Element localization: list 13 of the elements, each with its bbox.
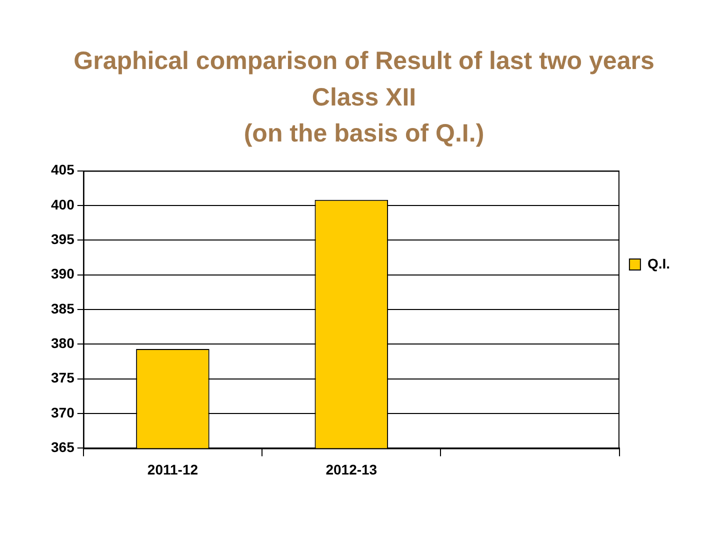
y-tick-label: 370 (51, 404, 75, 420)
y-tick-label: 400 (51, 196, 75, 212)
chart-title: Graphical comparison of Result of last two years Class XII (on the basis of Q.I.) (74, 47, 654, 148)
y-tick-label: 395 (51, 230, 75, 247)
y-tick-label: 365 (51, 439, 75, 456)
legend-label: Q.I. (647, 255, 670, 272)
x-tick-label: 2012-13 (326, 461, 378, 478)
y-tick-label: 385 (51, 300, 75, 316)
x-tick-label: 2011-12 (147, 461, 198, 478)
y-tick-label: 390 (51, 266, 75, 282)
y-tick-label: 375 (51, 370, 75, 386)
y-tick-label: 380 (51, 335, 75, 352)
y-tick-label: 405 (51, 162, 75, 178)
